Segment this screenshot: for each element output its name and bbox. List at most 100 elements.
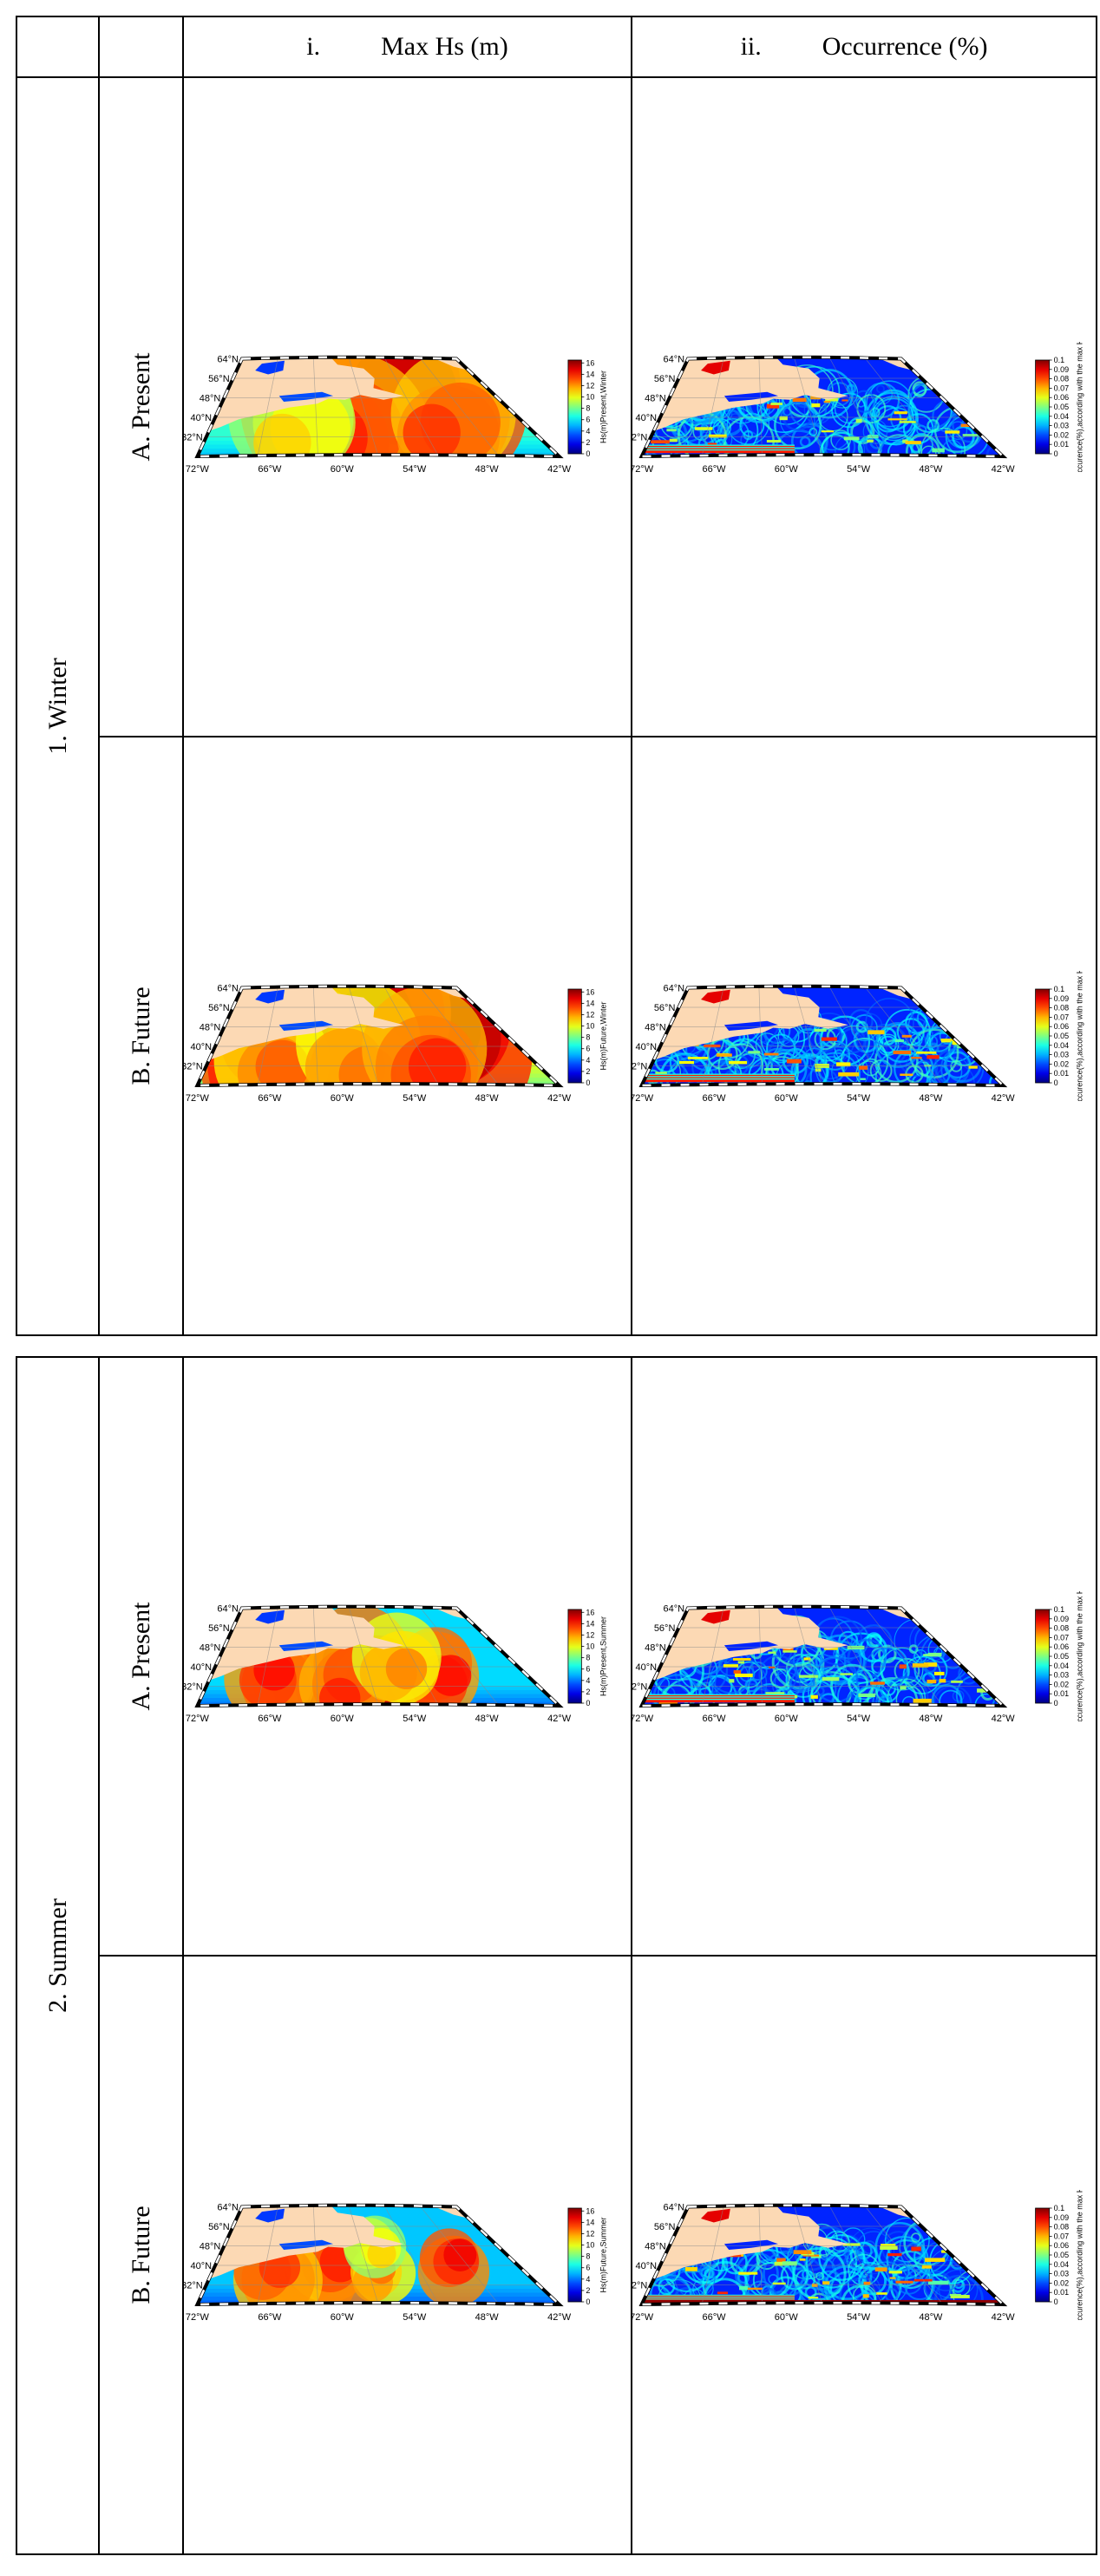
scenario-label: A. Present	[126, 1602, 155, 1711]
colorbar	[1035, 2207, 1050, 2303]
occ-ring	[923, 2271, 954, 2302]
lon-label: 66°W	[258, 464, 282, 472]
occ-patch	[655, 1072, 667, 1074]
lon-label: 60°W	[331, 2312, 355, 2320]
map-panel: 64°N 56°N 48°N 40°N 32°N 72°W 66°W 60°W 54°W 48°W…	[184, 1604, 607, 1722]
occ-patch	[799, 2258, 806, 2261]
lon-label: 42°W	[992, 1714, 1016, 1721]
occ-patch	[695, 427, 713, 430]
occ-patch	[782, 1650, 797, 1653]
lat-label: 48°N	[200, 1643, 221, 1654]
meridian-line	[313, 358, 318, 457]
lat-label: 48°N	[645, 1643, 666, 1654]
lon-label: 42°W	[547, 2312, 572, 2320]
land-greenland	[880, 2206, 913, 2219]
occ-patch	[808, 2297, 819, 2299]
colorbar-tick-label: 0.08	[1054, 375, 1070, 383]
colorbar-tick-label: 0.1	[1054, 985, 1065, 993]
occ-patch	[734, 1673, 753, 1678]
hs-blob	[403, 403, 461, 457]
occ-patch	[868, 1030, 885, 1035]
summer-table: 2. Summer A. Present 64°N 56°N 48°N 40°N 32°…	[16, 1356, 1097, 2555]
occ-patch	[723, 1664, 739, 1668]
meridian-line	[794, 1608, 823, 1707]
colorbar-tick-label: 0.04	[1054, 412, 1070, 421]
lon-label: 60°W	[331, 464, 355, 472]
lat-label: 64°N	[664, 984, 685, 994]
occ-patch	[887, 418, 907, 421]
meridian-line	[384, 2206, 439, 2305]
colorbar-tick-label: 12	[586, 1630, 594, 1639]
lat-label: 40°N	[190, 413, 212, 423]
colorbar-tick-label: 12	[586, 1010, 594, 1019]
occ-patch	[823, 401, 831, 403]
lat-label: 48°N	[200, 394, 221, 404]
occ-ring	[785, 1657, 816, 1688]
lat-label: 64°N	[664, 1604, 685, 1615]
meridian-line	[257, 358, 278, 457]
panel-cell-occ-winter-future: 64°N 56°N 48°N 40°N 32°N 72°W 66°W 60°W 54°W 48°W…	[631, 736, 1097, 1336]
land-greenland	[880, 1608, 913, 1620]
lon-label: 72°W	[632, 464, 654, 472]
lat-label: 64°N	[217, 2203, 239, 2213]
colorbar-label: Hs(m)Present,Winter	[599, 370, 607, 443]
occ-patch	[962, 434, 979, 436]
occ-patch	[765, 1692, 785, 1694]
occ-patch	[867, 439, 874, 442]
map-field	[641, 986, 1004, 1086]
colorbar-tick-label: 14	[586, 1619, 594, 1628]
lat-label: 56°N	[654, 1623, 676, 1634]
occ-patch	[684, 2266, 697, 2271]
meridian-line	[758, 1608, 763, 1707]
colorbar-tick-label: 0	[586, 1078, 590, 1087]
occ-ring	[809, 1052, 861, 1086]
colorbar-tick-label: 0	[586, 2297, 590, 2306]
meridian-line	[313, 987, 318, 1086]
occ-ring	[809, 427, 818, 436]
lon-label: 60°W	[331, 1714, 355, 1721]
colorbar-label: Hs(m)Future,Summer	[599, 2217, 607, 2292]
lat-label: 40°N	[635, 413, 657, 423]
occ-patch	[803, 1657, 811, 1661]
occ-patch	[923, 1654, 937, 1656]
meridian-line	[349, 358, 379, 457]
lat-label: 32°N	[184, 433, 203, 443]
colorbar-tick-label: 0.03	[1054, 422, 1070, 430]
colorbar-tick-label: 8	[586, 404, 590, 413]
colorbar-tick-label: 2	[586, 1688, 590, 1696]
hudson-strait	[255, 360, 285, 375]
occ-patch	[810, 1694, 818, 1699]
lat-label: 64°N	[217, 355, 239, 365]
hudson-strait	[701, 2208, 730, 2223]
colorbar-label: Occurence(%),according with the max Hs	[1076, 2190, 1084, 2320]
colorbar-tick-label: 0.07	[1054, 1013, 1070, 1021]
occ-patch	[899, 421, 916, 423]
occ-ring	[809, 1675, 862, 1707]
colorbar-tick-label: 16	[586, 987, 594, 996]
colorbar-tick-label: 0.09	[1054, 365, 1070, 374]
occ-patch	[716, 1053, 732, 1057]
panel-cell-occ-summer-present: 64°N 56°N 48°N 40°N 32°N 72°W 66°W 60°W 54°W 48°W…	[631, 1356, 1097, 1957]
occ-patch	[822, 1677, 840, 1681]
occ-patch	[894, 411, 907, 415]
colorbar-tick-label: 0.03	[1054, 2270, 1070, 2278]
scenario-cell-summer-present: A. Present	[98, 1356, 184, 1957]
panel-cell-hs-winter-present: 64°N 56°N 48°N 40°N 32°N 72°W 66°W 60°W 54°W 48°W…	[182, 76, 632, 737]
colorbar-tick-label: 16	[586, 358, 594, 367]
occ-patch	[811, 403, 821, 408]
lat-label: 56°N	[654, 374, 676, 384]
colorbar-tick-label: 0.04	[1054, 2260, 1070, 2269]
occ-patch	[782, 2261, 797, 2266]
meridian-line	[257, 1608, 278, 1707]
occ-patch	[739, 2285, 749, 2291]
lat-label: 56°N	[208, 2222, 230, 2232]
colorbar-tick-label: 0.07	[1054, 383, 1070, 392]
occ-patch	[949, 2293, 961, 2297]
hudson-strait	[701, 360, 730, 375]
colorbar-tick-label: 0.1	[1054, 356, 1065, 364]
colorbar-tick-label: 0.07	[1054, 2232, 1070, 2240]
lat-label: 64°N	[664, 355, 685, 365]
colorbar-tick-label: 0.06	[1054, 1642, 1070, 1651]
colorbar-tick-label: 16	[586, 2206, 594, 2215]
occ-patch	[709, 434, 727, 438]
